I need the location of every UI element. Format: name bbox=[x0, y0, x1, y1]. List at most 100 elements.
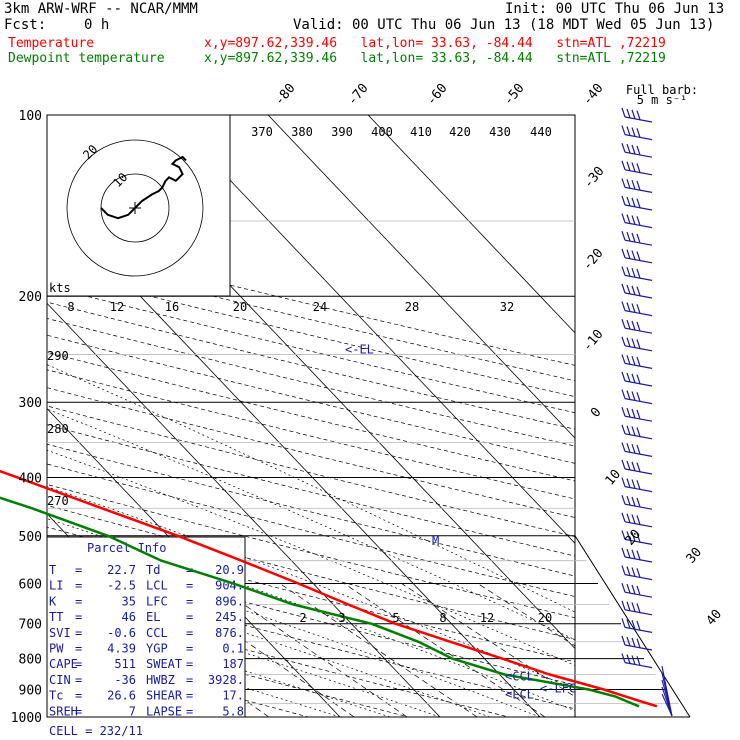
wind-barb-flag bbox=[631, 514, 636, 524]
wind-barb-flag bbox=[636, 515, 641, 525]
wind-barb-flag bbox=[636, 216, 641, 226]
wind-barb-flag bbox=[631, 356, 636, 366]
parcel-param-name: SVI bbox=[49, 626, 71, 640]
isotherm-label: -60 bbox=[424, 81, 451, 109]
wind-barb-flag bbox=[621, 442, 626, 452]
wind-barb-flag bbox=[626, 425, 631, 435]
wind-barb-flag bbox=[626, 196, 631, 207]
wind-barb-flag bbox=[631, 655, 636, 665]
wind-barb-flag bbox=[626, 179, 631, 189]
wind-barb-shaft bbox=[624, 644, 653, 651]
wind-barb-flag bbox=[636, 550, 641, 560]
wind-barb-flag bbox=[626, 108, 631, 119]
theta-label: 420 bbox=[449, 125, 471, 139]
wind-barb-shaft bbox=[624, 574, 653, 581]
forecast-label: Fcst: bbox=[4, 17, 47, 33]
wind-barb-flag bbox=[631, 197, 636, 207]
parcel-equals: = bbox=[75, 657, 82, 671]
wind-barb-flag bbox=[621, 336, 626, 346]
wind-barb-flag bbox=[636, 462, 641, 472]
wind-barb-flag bbox=[626, 566, 631, 576]
wind-barb-flag bbox=[631, 444, 636, 454]
parcel-equals: = bbox=[186, 594, 193, 608]
wind-barb-flag bbox=[631, 338, 636, 348]
wind-barb-flag bbox=[636, 321, 641, 332]
hodograph-speed-label: 28 bbox=[405, 300, 419, 314]
dewpoint-trace bbox=[0, 496, 640, 708]
mixing-ratio-label: 20 bbox=[538, 611, 552, 625]
parcel-param-value: 3928. bbox=[208, 673, 244, 687]
wind-barb-flag bbox=[626, 267, 631, 277]
wind-barb-flag bbox=[621, 178, 626, 188]
isotherm-label: 40 bbox=[704, 607, 726, 629]
wind-barb-flag bbox=[636, 497, 641, 508]
wind-barb-flag bbox=[636, 392, 641, 402]
dry-adiabat-line bbox=[47, 270, 575, 397]
parcel-param-name: CAPE bbox=[49, 657, 78, 671]
wind-barb-flag bbox=[626, 619, 631, 629]
parcel-param-value: 876. bbox=[215, 626, 244, 640]
parcel-param-value: 245. bbox=[215, 610, 244, 624]
wind-barb-flag bbox=[636, 268, 641, 279]
wind-barb-shaft bbox=[624, 116, 653, 123]
pressure-tick-label: 900 bbox=[19, 683, 42, 698]
parcel-param-name: SREH bbox=[49, 704, 78, 718]
parcel-param-name: YGP bbox=[146, 642, 168, 656]
parcel-equals: = bbox=[75, 642, 82, 656]
dry-adiabat-line bbox=[47, 285, 575, 414]
wind-barb-flag bbox=[631, 180, 636, 190]
wind-barb-shaft bbox=[624, 151, 653, 158]
wind-barb-flag bbox=[621, 231, 626, 241]
wind-barb-shaft bbox=[624, 310, 653, 317]
frame-diagonal bbox=[574, 535, 691, 718]
lfc-marker: <-LFC bbox=[540, 681, 576, 695]
wind-barb-flag bbox=[631, 303, 636, 313]
parcel-param-value: 46 bbox=[122, 610, 136, 624]
wind-barb-flag bbox=[631, 285, 636, 295]
parcel-param-value: -2.5 bbox=[107, 579, 136, 593]
init-time: Init: 00 UTC Thu 06 Jun 13 bbox=[505, 1, 725, 17]
wind-barb-flag bbox=[621, 107, 626, 118]
model-title: 3km ARW-WRF -- NCAR/MMM bbox=[4, 1, 198, 17]
dry-adiabat-line bbox=[47, 595, 510, 717]
parcel-param-name: PW bbox=[49, 642, 64, 656]
wind-barb-flag bbox=[631, 426, 636, 436]
wind-barb-shaft bbox=[624, 398, 653, 405]
wind-barb-flag bbox=[626, 583, 631, 594]
wind-barb-shaft bbox=[624, 222, 653, 229]
parcel-equals: = bbox=[75, 594, 82, 608]
parcel-equals: = bbox=[186, 689, 193, 703]
theta-label: 430 bbox=[489, 125, 511, 139]
pressure-tick-label: 1000 bbox=[11, 711, 42, 726]
valid-time: Valid: 00 UTC Thu 06 Jun 13 (18 MDT Wed … bbox=[293, 17, 715, 33]
parcel-equals: = bbox=[186, 657, 193, 671]
el-marker: <-EL bbox=[345, 342, 374, 356]
pressure-tick-label: 600 bbox=[19, 577, 42, 592]
wind-barb-flag bbox=[626, 284, 631, 295]
parcel-param-value: 511 bbox=[114, 657, 136, 671]
wind-barb-flag bbox=[631, 127, 636, 137]
wind-barb-flag bbox=[631, 391, 636, 401]
parcel-marker: M bbox=[432, 534, 439, 548]
hodograph-speed-label: 16 bbox=[165, 300, 179, 314]
wind-barb-flag bbox=[631, 250, 636, 260]
parcel-equals: = bbox=[186, 610, 193, 624]
parcel-equals: = bbox=[75, 579, 82, 593]
parcel-param-name: LAPSE bbox=[146, 704, 182, 718]
wind-barb-flag bbox=[621, 301, 626, 311]
wind-barb-flag bbox=[621, 266, 626, 276]
mixing-ratio-label: 5 bbox=[392, 611, 399, 625]
wind-barb-shaft bbox=[624, 327, 653, 334]
parcel-param-name: SWEAT bbox=[146, 657, 182, 671]
parcel-param-name: CCL bbox=[146, 626, 168, 640]
wind-barb-column bbox=[621, 107, 673, 717]
wind-barb-flag bbox=[626, 654, 631, 664]
wind-barb-flag bbox=[636, 145, 641, 156]
parcel-equals: = bbox=[186, 579, 193, 593]
dry-adiabat-line bbox=[47, 239, 575, 366]
mixing-ratio-label: 3 bbox=[338, 611, 345, 625]
wind-barb-shaft bbox=[624, 292, 653, 299]
wind-barb-shaft bbox=[624, 134, 653, 141]
isotherm-label: 20 bbox=[623, 527, 645, 549]
parcel-param-value: 17. bbox=[222, 689, 244, 703]
